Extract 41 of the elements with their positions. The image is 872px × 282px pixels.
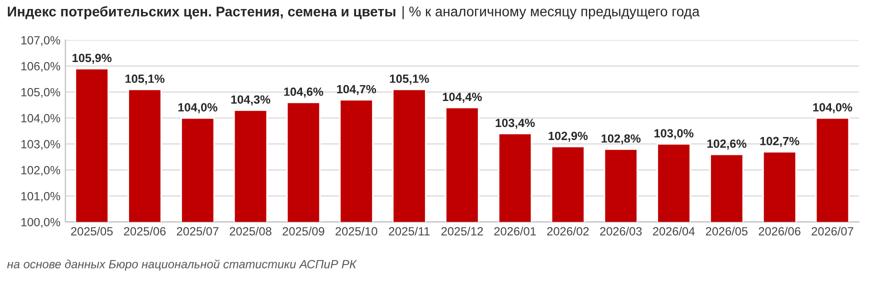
x-tick-label: 2025/06: [124, 226, 166, 236]
x-tick-label: 2025/08: [230, 226, 272, 236]
x-tick-label: 2025/09: [282, 226, 324, 236]
x-tick-label: 2025/07: [176, 226, 218, 236]
data-label: 104,0%: [178, 103, 218, 114]
x-tick-label: 2026/03: [600, 226, 642, 236]
data-label: 102,9%: [548, 132, 588, 142]
x-tick-label: 2025/11: [388, 226, 430, 236]
x-tick-label: 2026/04: [653, 226, 695, 236]
data-label: 102,8%: [602, 134, 641, 144]
data-label: 103,4%: [496, 118, 535, 129]
data-label: 104,4%: [442, 92, 482, 103]
text: на основе данных Бюро национальной статистики АСПиР РК: [7, 259, 357, 271]
y-tick-label: 107,0%: [21, 36, 60, 46]
y-tick-label: 106,0%: [21, 62, 60, 72]
x-tick-label: 2026/06: [758, 226, 800, 236]
x-tick-label: 2025/12: [441, 226, 483, 236]
y-tick-label: 101,0%: [21, 192, 60, 202]
data-label: 104,7%: [337, 84, 376, 96]
x-tick-label: 2026/05: [706, 226, 748, 236]
data-label: 104,0%: [813, 103, 852, 114]
data-label: 105,1%: [125, 74, 164, 85]
data-label: 105,9%: [72, 54, 112, 64]
y-tick-label: 103,0%: [21, 140, 60, 150]
x-tick-label: 2025/05: [71, 226, 113, 236]
x-tick-label: 2026/01: [494, 226, 536, 236]
x-tick-label: 2026/02: [547, 226, 589, 236]
x-tick-label: 2026/07: [812, 226, 854, 236]
chart-title: Индекс потребительских цен. Растения, семена и цветы: [8, 6, 396, 20]
y-tick-label: 105,0%: [21, 88, 60, 98]
data-label: 103,0%: [654, 129, 694, 140]
y-tick-label: 102,0%: [21, 166, 60, 176]
y-tick-label: 100,0%: [21, 218, 60, 228]
data-label: 104,3%: [231, 95, 270, 106]
chart-subtitle: | % к аналогичному месяцу предыдущего года: [402, 6, 700, 20]
data-label: 105,1%: [390, 74, 429, 85]
data-label: 102,6%: [707, 140, 746, 150]
data-label: 102,7%: [760, 136, 800, 147]
x-tick-label: 2025/10: [336, 226, 378, 236]
y-tick-label: 104,0%: [21, 114, 60, 124]
data-label: 104,6%: [284, 88, 324, 98]
